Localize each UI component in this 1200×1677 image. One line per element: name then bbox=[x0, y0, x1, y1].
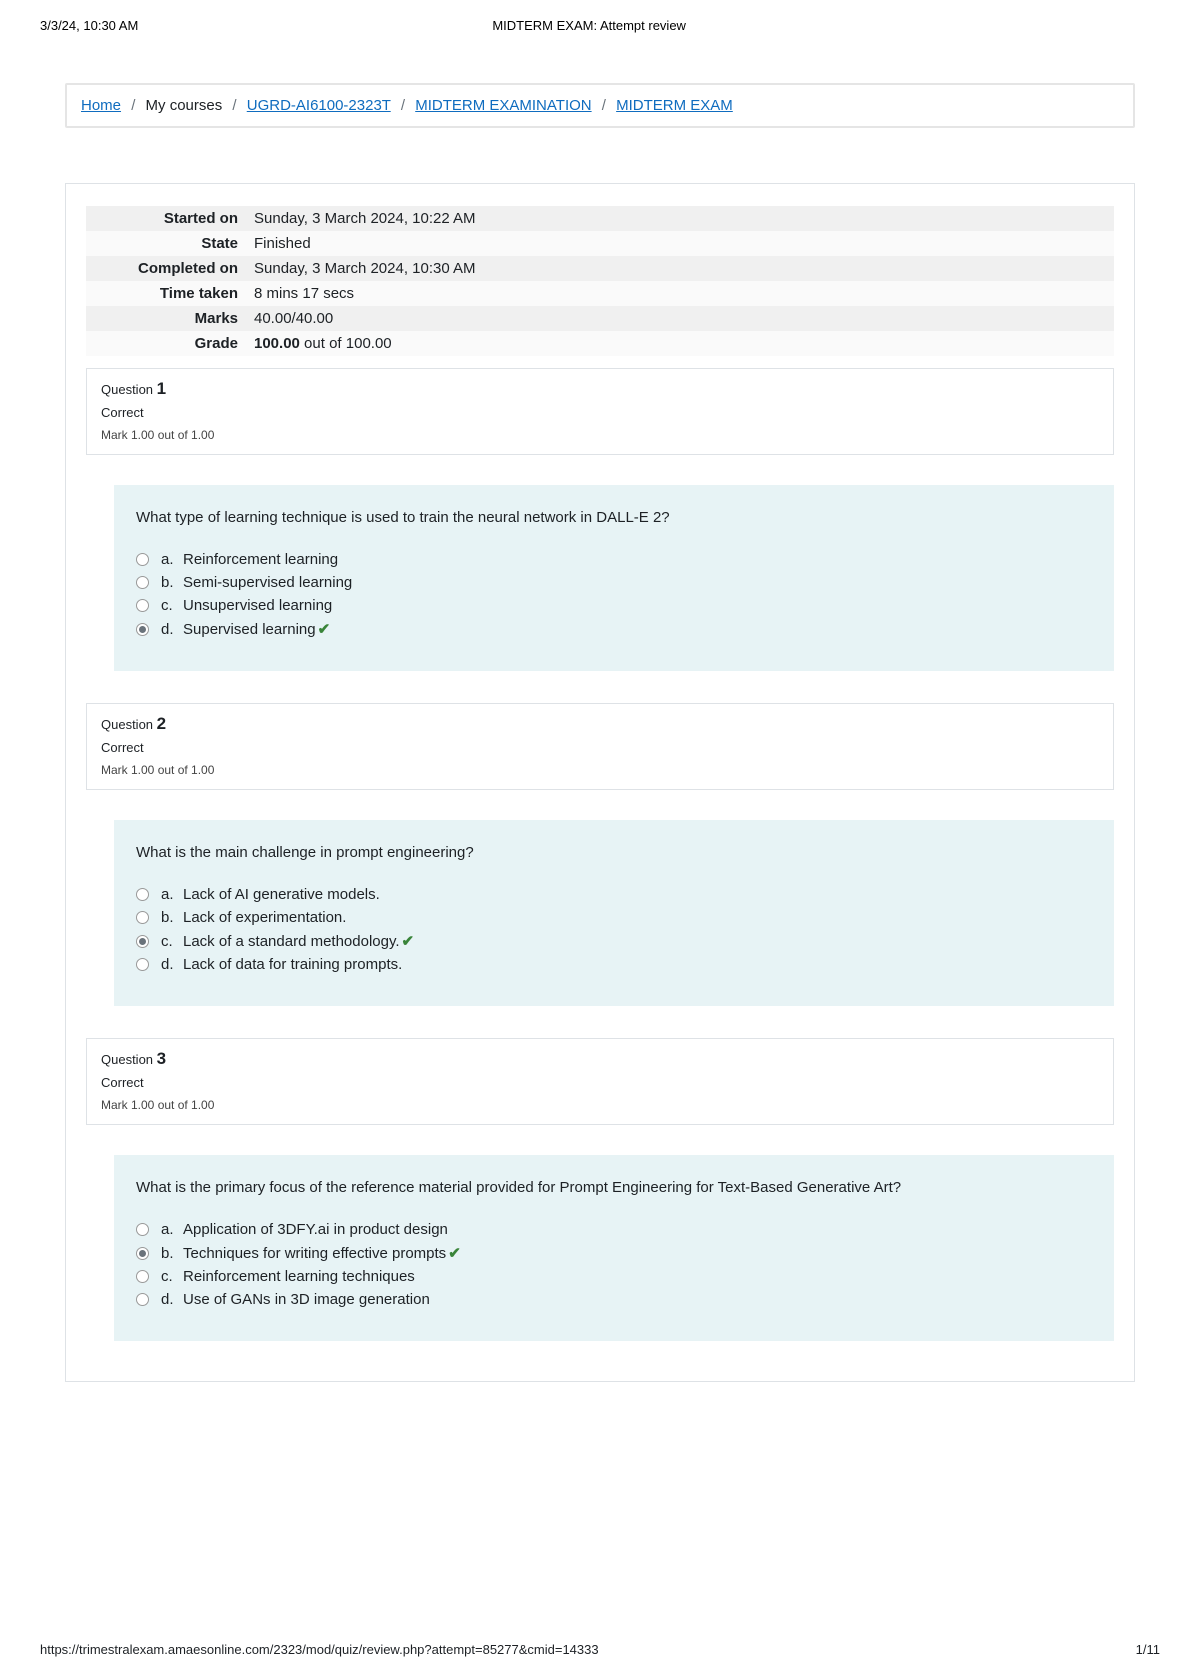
summary-value: Sunday, 3 March 2024, 10:30 AM bbox=[246, 256, 1114, 281]
breadcrumb-home[interactable]: Home bbox=[81, 97, 121, 114]
answer-option[interactable]: c.Lack of a standard methodology.✔ bbox=[136, 929, 1092, 953]
summary-value: Finished bbox=[246, 231, 1114, 256]
question-info: Question 1 Correct Mark 1.00 out of 1.00 bbox=[86, 368, 1114, 455]
breadcrumb-exam[interactable]: MIDTERM EXAM bbox=[616, 97, 733, 114]
summary-label: Completed on bbox=[86, 256, 246, 281]
question-number: Question 2 bbox=[101, 714, 1099, 734]
radio-icon bbox=[136, 958, 149, 971]
question-state: Correct bbox=[101, 740, 1099, 755]
summary-label: Grade bbox=[86, 331, 246, 356]
answer-option[interactable]: b.Techniques for writing effective promp… bbox=[136, 1241, 1092, 1265]
footer-page: 1/11 bbox=[1136, 1642, 1160, 1657]
check-icon: ✔ bbox=[318, 621, 331, 638]
summary-label: Marks bbox=[86, 306, 246, 331]
summary-value: 100.00 out of 100.00 bbox=[246, 331, 1114, 356]
question-info: Question 3 Correct Mark 1.00 out of 1.00 bbox=[86, 1038, 1114, 1125]
attempt-summary-table: Started on Sunday, 3 March 2024, 10:22 A… bbox=[86, 206, 1114, 356]
breadcrumb-course[interactable]: UGRD-AI6100-2323T bbox=[247, 97, 391, 114]
check-icon: ✔ bbox=[448, 1245, 461, 1262]
question-info: Question 2 Correct Mark 1.00 out of 1.00 bbox=[86, 703, 1114, 790]
print-timestamp: 3/3/24, 10:30 AM bbox=[40, 18, 138, 33]
radio-icon bbox=[136, 576, 149, 589]
question-mark: Mark 1.00 out of 1.00 bbox=[101, 763, 1099, 777]
radio-icon bbox=[136, 623, 149, 636]
radio-icon bbox=[136, 553, 149, 566]
answer-option[interactable]: d.Use of GANs in 3D image generation bbox=[136, 1288, 1092, 1311]
radio-icon bbox=[136, 911, 149, 924]
answer-option[interactable]: d.Supervised learning✔ bbox=[136, 617, 1092, 641]
footer-url: https://trimestralexam.amaesonline.com/2… bbox=[40, 1642, 599, 1657]
question-state: Correct bbox=[101, 1075, 1099, 1090]
radio-icon bbox=[136, 1223, 149, 1236]
breadcrumb-section[interactable]: MIDTERM EXAMINATION bbox=[415, 97, 591, 114]
summary-value: 8 mins 17 secs bbox=[246, 281, 1114, 306]
radio-icon bbox=[136, 599, 149, 612]
summary-value: 40.00/40.00 bbox=[246, 306, 1114, 331]
question-text: What type of learning technique is used … bbox=[136, 509, 1092, 526]
question-mark: Mark 1.00 out of 1.00 bbox=[101, 1098, 1099, 1112]
answer-option[interactable]: d.Lack of data for training prompts. bbox=[136, 953, 1092, 976]
answer-option[interactable]: b.Lack of experimentation. bbox=[136, 906, 1092, 929]
summary-label: State bbox=[86, 231, 246, 256]
breadcrumb: Home / My courses / UGRD-AI6100-2323T / … bbox=[65, 83, 1135, 128]
question-text: What is the primary focus of the referen… bbox=[136, 1179, 1092, 1196]
print-title: MIDTERM EXAM: Attempt review bbox=[138, 18, 1040, 33]
question-content: What is the main challenge in prompt eng… bbox=[114, 820, 1114, 1006]
question-content: What is the primary focus of the referen… bbox=[114, 1155, 1114, 1341]
question-content: What type of learning technique is used … bbox=[114, 485, 1114, 671]
print-header: 3/3/24, 10:30 AM MIDTERM EXAM: Attempt r… bbox=[0, 0, 1200, 33]
breadcrumb-mycourses: My courses bbox=[146, 97, 223, 114]
question-mark: Mark 1.00 out of 1.00 bbox=[101, 428, 1099, 442]
answer-option[interactable]: c.Unsupervised learning bbox=[136, 594, 1092, 617]
radio-icon bbox=[136, 935, 149, 948]
radio-icon bbox=[136, 1247, 149, 1260]
summary-label: Time taken bbox=[86, 281, 246, 306]
summary-label: Started on bbox=[86, 206, 246, 231]
answer-option[interactable]: b.Semi-supervised learning bbox=[136, 571, 1092, 594]
question-text: What is the main challenge in prompt eng… bbox=[136, 844, 1092, 861]
radio-icon bbox=[136, 1270, 149, 1283]
summary-value: Sunday, 3 March 2024, 10:22 AM bbox=[246, 206, 1114, 231]
check-icon: ✔ bbox=[402, 933, 415, 950]
review-content: Started on Sunday, 3 March 2024, 10:22 A… bbox=[65, 183, 1135, 1382]
answer-option[interactable]: a.Application of 3DFY.ai in product desi… bbox=[136, 1218, 1092, 1241]
answer-option[interactable]: a.Reinforcement learning bbox=[136, 548, 1092, 571]
question-state: Correct bbox=[101, 405, 1099, 420]
answer-option[interactable]: c.Reinforcement learning techniques bbox=[136, 1265, 1092, 1288]
question-number: Question 1 bbox=[101, 379, 1099, 399]
radio-icon bbox=[136, 1293, 149, 1306]
question-number: Question 3 bbox=[101, 1049, 1099, 1069]
answer-option[interactable]: a.Lack of AI generative models. bbox=[136, 883, 1092, 906]
print-footer: https://trimestralexam.amaesonline.com/2… bbox=[0, 1642, 1200, 1677]
radio-icon bbox=[136, 888, 149, 901]
